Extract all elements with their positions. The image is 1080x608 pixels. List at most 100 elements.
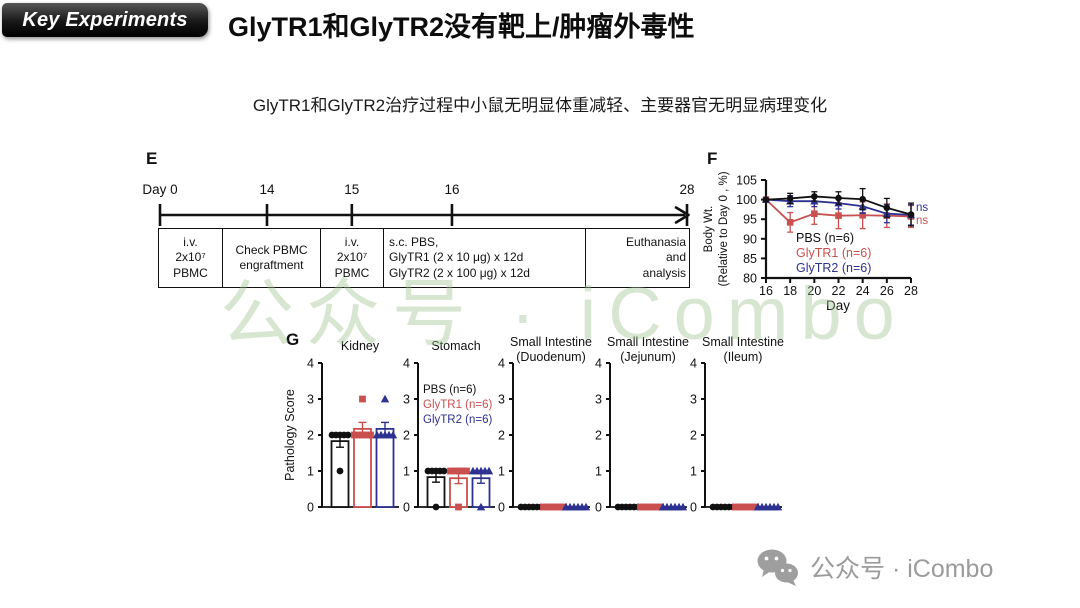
panel-f-label: F xyxy=(707,149,718,168)
svg-text:4: 4 xyxy=(307,357,314,371)
badge-label: Key Experiments xyxy=(22,8,188,31)
svg-text:PBS (n=6): PBS (n=6) xyxy=(423,384,477,396)
svg-text:0: 0 xyxy=(307,501,314,515)
svg-text:4: 4 xyxy=(690,357,697,371)
wechat-watermark: 公众号 · iCombo xyxy=(756,548,993,586)
pathology-chart-jejunum: 0 1 2 3 4 Small Intestine(Jejunum) xyxy=(595,335,689,515)
timeline-cell-2: i.v. 2x10⁷ PBMC xyxy=(321,229,384,287)
svg-text:1: 1 xyxy=(403,465,410,479)
svg-text:4: 4 xyxy=(403,357,410,371)
svg-text:16: 16 xyxy=(759,284,773,298)
svg-text:Body Wt.: Body Wt. xyxy=(703,206,715,253)
svg-text:3: 3 xyxy=(595,393,602,407)
svg-text:28: 28 xyxy=(679,182,694,197)
svg-text:4: 4 xyxy=(595,357,602,371)
svg-text:100: 100 xyxy=(736,193,757,207)
svg-text:90: 90 xyxy=(743,232,757,246)
timeline-cell-4: Euthanasia and analysis xyxy=(625,234,686,280)
bar-group-0 xyxy=(517,503,545,511)
svg-text:Small Intestine: Small Intestine xyxy=(510,335,592,349)
axes: 0 1 2 3 4 Small Intestine(Ileum) xyxy=(690,335,784,515)
svg-text:4: 4 xyxy=(498,357,505,371)
svg-text:(Duodenum): (Duodenum) xyxy=(516,350,585,364)
panel-e-label: E xyxy=(146,149,158,168)
svg-text:PBS (n=6): PBS (n=6) xyxy=(796,231,854,245)
svg-text:28: 28 xyxy=(904,284,918,298)
bar-group-2 xyxy=(561,502,591,511)
pathology-chart-stomach: 0 1 2 3 4 Stomach PBS (n=6) GlyTR1 (n=6) GlyTR2 … xyxy=(403,339,495,515)
svg-text:Stomach: Stomach xyxy=(431,339,480,353)
svg-text:14: 14 xyxy=(259,182,275,197)
svg-text:0: 0 xyxy=(403,501,410,515)
bar-group-2 xyxy=(658,502,688,511)
svg-text:Day: Day xyxy=(826,298,850,313)
svg-text:0: 0 xyxy=(498,501,505,515)
body-weight-line-chart: 80 85 90 95 100 105 16 18 20 22 24 26 28 Day Body Wt.(… xyxy=(703,171,928,313)
svg-text:1: 1 xyxy=(498,465,505,479)
pathology-chart-duodenum: 0 1 2 3 4 Small Intestine(Duodenum) xyxy=(498,335,592,515)
wechat-watermark-text: 公众号 · iCombo xyxy=(810,555,994,583)
svg-text:GlyTR2 (n=6): GlyTR2 (n=6) xyxy=(423,414,493,426)
svg-text:0: 0 xyxy=(690,501,697,515)
bar-group-1 xyxy=(540,503,567,511)
svg-text:0: 0 xyxy=(595,501,602,515)
svg-text:Kidney: Kidney xyxy=(341,339,380,353)
svg-text:Pathology Score: Pathology Score xyxy=(283,389,297,481)
bar-group-0 xyxy=(424,467,448,511)
svg-text:1: 1 xyxy=(595,465,602,479)
subtitle: GlyTR1和GlyTR2治疗过程中小鼠无明显体重减轻、主要器官无明显病理变化 xyxy=(252,96,828,115)
legend: PBS (n=6) GlyTR1 (n=6) GlyTR2 (n=6) xyxy=(423,384,493,426)
svg-text:24: 24 xyxy=(856,284,870,298)
svg-text:18: 18 xyxy=(783,284,797,298)
timeline-cell-1: Check PBMC engraftment xyxy=(223,229,321,287)
axes: 0 1 2 3 4 Small Intestine(Jejunum) xyxy=(595,335,689,515)
axes: 80 85 90 95 100 105 16 18 20 22 24 26 28 Day Body Wt.(… xyxy=(703,171,918,313)
page-title: GlyTR1和GlyTR2没有靶上/肿瘤外毒性 xyxy=(228,12,695,42)
svg-text:ns: ns xyxy=(916,215,928,227)
svg-text:GlyTR1 (n=6): GlyTR1 (n=6) xyxy=(796,246,871,260)
timeline-axis: Day 0 14 15 16 28 xyxy=(142,182,695,226)
bar-group-1 xyxy=(351,395,374,508)
svg-text:80: 80 xyxy=(743,272,757,286)
panel-g-label: G xyxy=(286,330,300,349)
svg-text:20: 20 xyxy=(807,284,821,298)
key-experiments-badge: Key Experiments xyxy=(2,3,208,37)
svg-text:2: 2 xyxy=(498,429,505,443)
treatment-table: i.v. 2x10⁷ PBMC Check PBMC engraftment i.v… xyxy=(158,228,690,288)
svg-text:3: 3 xyxy=(690,393,697,407)
svg-text:2: 2 xyxy=(307,429,314,443)
svg-text:15: 15 xyxy=(344,182,359,197)
svg-text:26: 26 xyxy=(880,284,894,298)
svg-text:Small Intestine: Small Intestine xyxy=(702,335,784,349)
wechat-icon xyxy=(757,549,798,586)
svg-text:3: 3 xyxy=(498,393,505,407)
svg-text:3: 3 xyxy=(307,393,314,407)
svg-text:2: 2 xyxy=(595,429,602,443)
svg-text:95: 95 xyxy=(743,213,757,227)
svg-text:85: 85 xyxy=(743,252,757,266)
svg-text:2: 2 xyxy=(690,429,697,443)
pathology-chart-ileum: 0 1 2 3 4 Small Intestine(Ileum) xyxy=(690,335,784,515)
svg-text:GlyTR1 (n=6): GlyTR1 (n=6) xyxy=(423,399,493,411)
svg-text:2: 2 xyxy=(403,429,410,443)
bar-group-0 xyxy=(328,431,352,508)
pathology-chart-kidney: 0 1 2 3 4 Kidney Pathology Score xyxy=(283,339,399,515)
svg-text:(Ileum): (Ileum) xyxy=(724,350,763,364)
bar-group-2 xyxy=(372,394,398,508)
svg-text:(Relative to Day 0 , %): (Relative to Day 0 , %) xyxy=(718,171,730,286)
bar-group-1 xyxy=(732,503,759,511)
svg-text:ns: ns xyxy=(916,202,928,214)
bar-group-1 xyxy=(447,467,470,511)
axes: 0 1 2 3 4 Small Intestine(Duodenum) xyxy=(498,335,592,515)
svg-text:1: 1 xyxy=(307,465,314,479)
series-pbs xyxy=(762,187,915,227)
svg-text:Small Intestine: Small Intestine xyxy=(607,335,689,349)
svg-text:105: 105 xyxy=(736,174,757,188)
bar-group-2 xyxy=(468,466,494,511)
timeline-cell-3: s.c. PBS, GlyTR1 (2 x 10 μg) x 12d GlyTR… xyxy=(384,229,586,287)
legend: PBS (n=6)GlyTR1 (n=6)GlyTR2 (n=6) xyxy=(796,231,871,275)
experiment-timeline-diagram: Day 0 14 15 16 28 xyxy=(142,182,695,226)
bar-group-2 xyxy=(753,502,783,511)
svg-text:3: 3 xyxy=(403,393,410,407)
